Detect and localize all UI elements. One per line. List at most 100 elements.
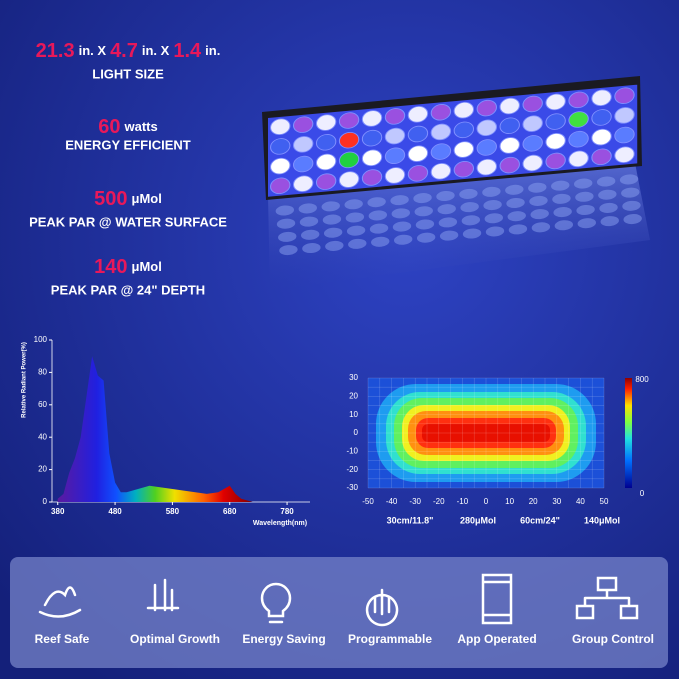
x-tick-label: -20 [433, 497, 445, 506]
led-reflection [462, 228, 482, 239]
x-tick-label: -50 [362, 497, 374, 506]
led [270, 177, 291, 195]
led [361, 129, 383, 147]
led-reflection [621, 187, 640, 198]
y-tick-label: 100 [34, 335, 48, 344]
feature-label: Energy Saving [242, 632, 325, 646]
led-reflection [459, 188, 478, 199]
x-tick-label: 580 [166, 507, 180, 516]
led [568, 91, 589, 109]
led [591, 148, 612, 166]
spec-value: 60 watts [98, 116, 157, 138]
feature-icon [260, 582, 292, 624]
feature-icon [146, 578, 180, 612]
reflection [268, 163, 650, 290]
led [270, 157, 291, 175]
led-reflection [299, 216, 319, 227]
led-reflection [596, 176, 616, 187]
led-reflection [619, 174, 639, 185]
y-tick-label: 20 [38, 465, 47, 474]
led-reflection [485, 226, 505, 237]
led [522, 115, 543, 132]
led-reflection [393, 234, 413, 245]
spec-number: 60 [98, 116, 120, 138]
led [476, 139, 497, 156]
feature-icon [365, 588, 399, 627]
led [430, 143, 452, 160]
led [522, 95, 543, 113]
led [384, 127, 406, 145]
feature-label: App Operated [457, 632, 536, 646]
led-reflection [482, 186, 501, 197]
led-reflection [302, 243, 321, 254]
led [614, 87, 635, 104]
led [476, 99, 497, 117]
spec-label: ENERGY EFFICIENT [65, 137, 191, 152]
led [545, 113, 566, 130]
feature-icon [38, 586, 82, 618]
led [591, 109, 612, 126]
led [292, 175, 314, 192]
x-tick-label: 40 [576, 497, 585, 506]
led [591, 89, 612, 107]
spec-value: 140 μMol [94, 256, 162, 278]
led-reflection [460, 202, 479, 213]
x-tick-label: -10 [457, 497, 469, 506]
led-reflection [369, 223, 389, 234]
x-tick-label: 480 [108, 507, 122, 516]
led [384, 167, 406, 184]
x-axis-label: Wavelength(nm) [253, 520, 307, 527]
x-tick-label: 0 [484, 497, 489, 506]
led [384, 108, 406, 125]
spec-value: 500 μMol [94, 188, 162, 210]
y-tick-label: 30 [349, 373, 358, 382]
led-reflection [508, 224, 528, 235]
x-tick-label: 380 [51, 507, 65, 516]
led-reflection [599, 202, 618, 213]
led-reflection [483, 200, 502, 211]
led [315, 173, 337, 190]
led [407, 165, 429, 182]
colorbar-label: 800 [635, 375, 649, 384]
led [407, 125, 429, 143]
led [338, 171, 360, 188]
led [522, 135, 543, 152]
led-reflection [551, 180, 570, 191]
led-reflection [414, 206, 433, 217]
spec-number: 1.4 [173, 40, 202, 62]
led-reflection [391, 208, 410, 219]
y-tick-label: -10 [346, 446, 358, 455]
x-tick-label: 20 [529, 497, 538, 506]
led-reflection [322, 214, 342, 225]
y-tick-label: 10 [349, 410, 358, 419]
led [315, 114, 337, 131]
led [338, 131, 360, 149]
led-reflection [528, 182, 547, 193]
led [614, 107, 635, 124]
led [292, 116, 314, 133]
led [499, 137, 520, 154]
led-reflection [439, 230, 459, 241]
y-tick-label: 20 [349, 391, 358, 400]
y-tick-label: 60 [38, 400, 47, 409]
led-reflection [531, 222, 551, 233]
y-tick-label: 40 [38, 432, 47, 441]
led-reflection [346, 225, 366, 236]
led-reflection [505, 184, 524, 195]
led-reflection [554, 220, 574, 231]
spec-number: 140 [94, 256, 127, 278]
led-reflection [276, 218, 296, 229]
spec-unit: μMol [132, 191, 162, 206]
led [430, 123, 452, 141]
led-reflection [600, 216, 619, 227]
spec-unit: μMol [132, 259, 162, 274]
led [338, 112, 360, 129]
led [568, 111, 589, 128]
led-reflection [392, 221, 412, 232]
feature-label: Optimal Growth [130, 632, 220, 646]
caption: 140μMol [584, 515, 620, 525]
led-reflection [438, 217, 458, 228]
led-reflection [530, 209, 549, 220]
led-reflection [300, 229, 320, 240]
